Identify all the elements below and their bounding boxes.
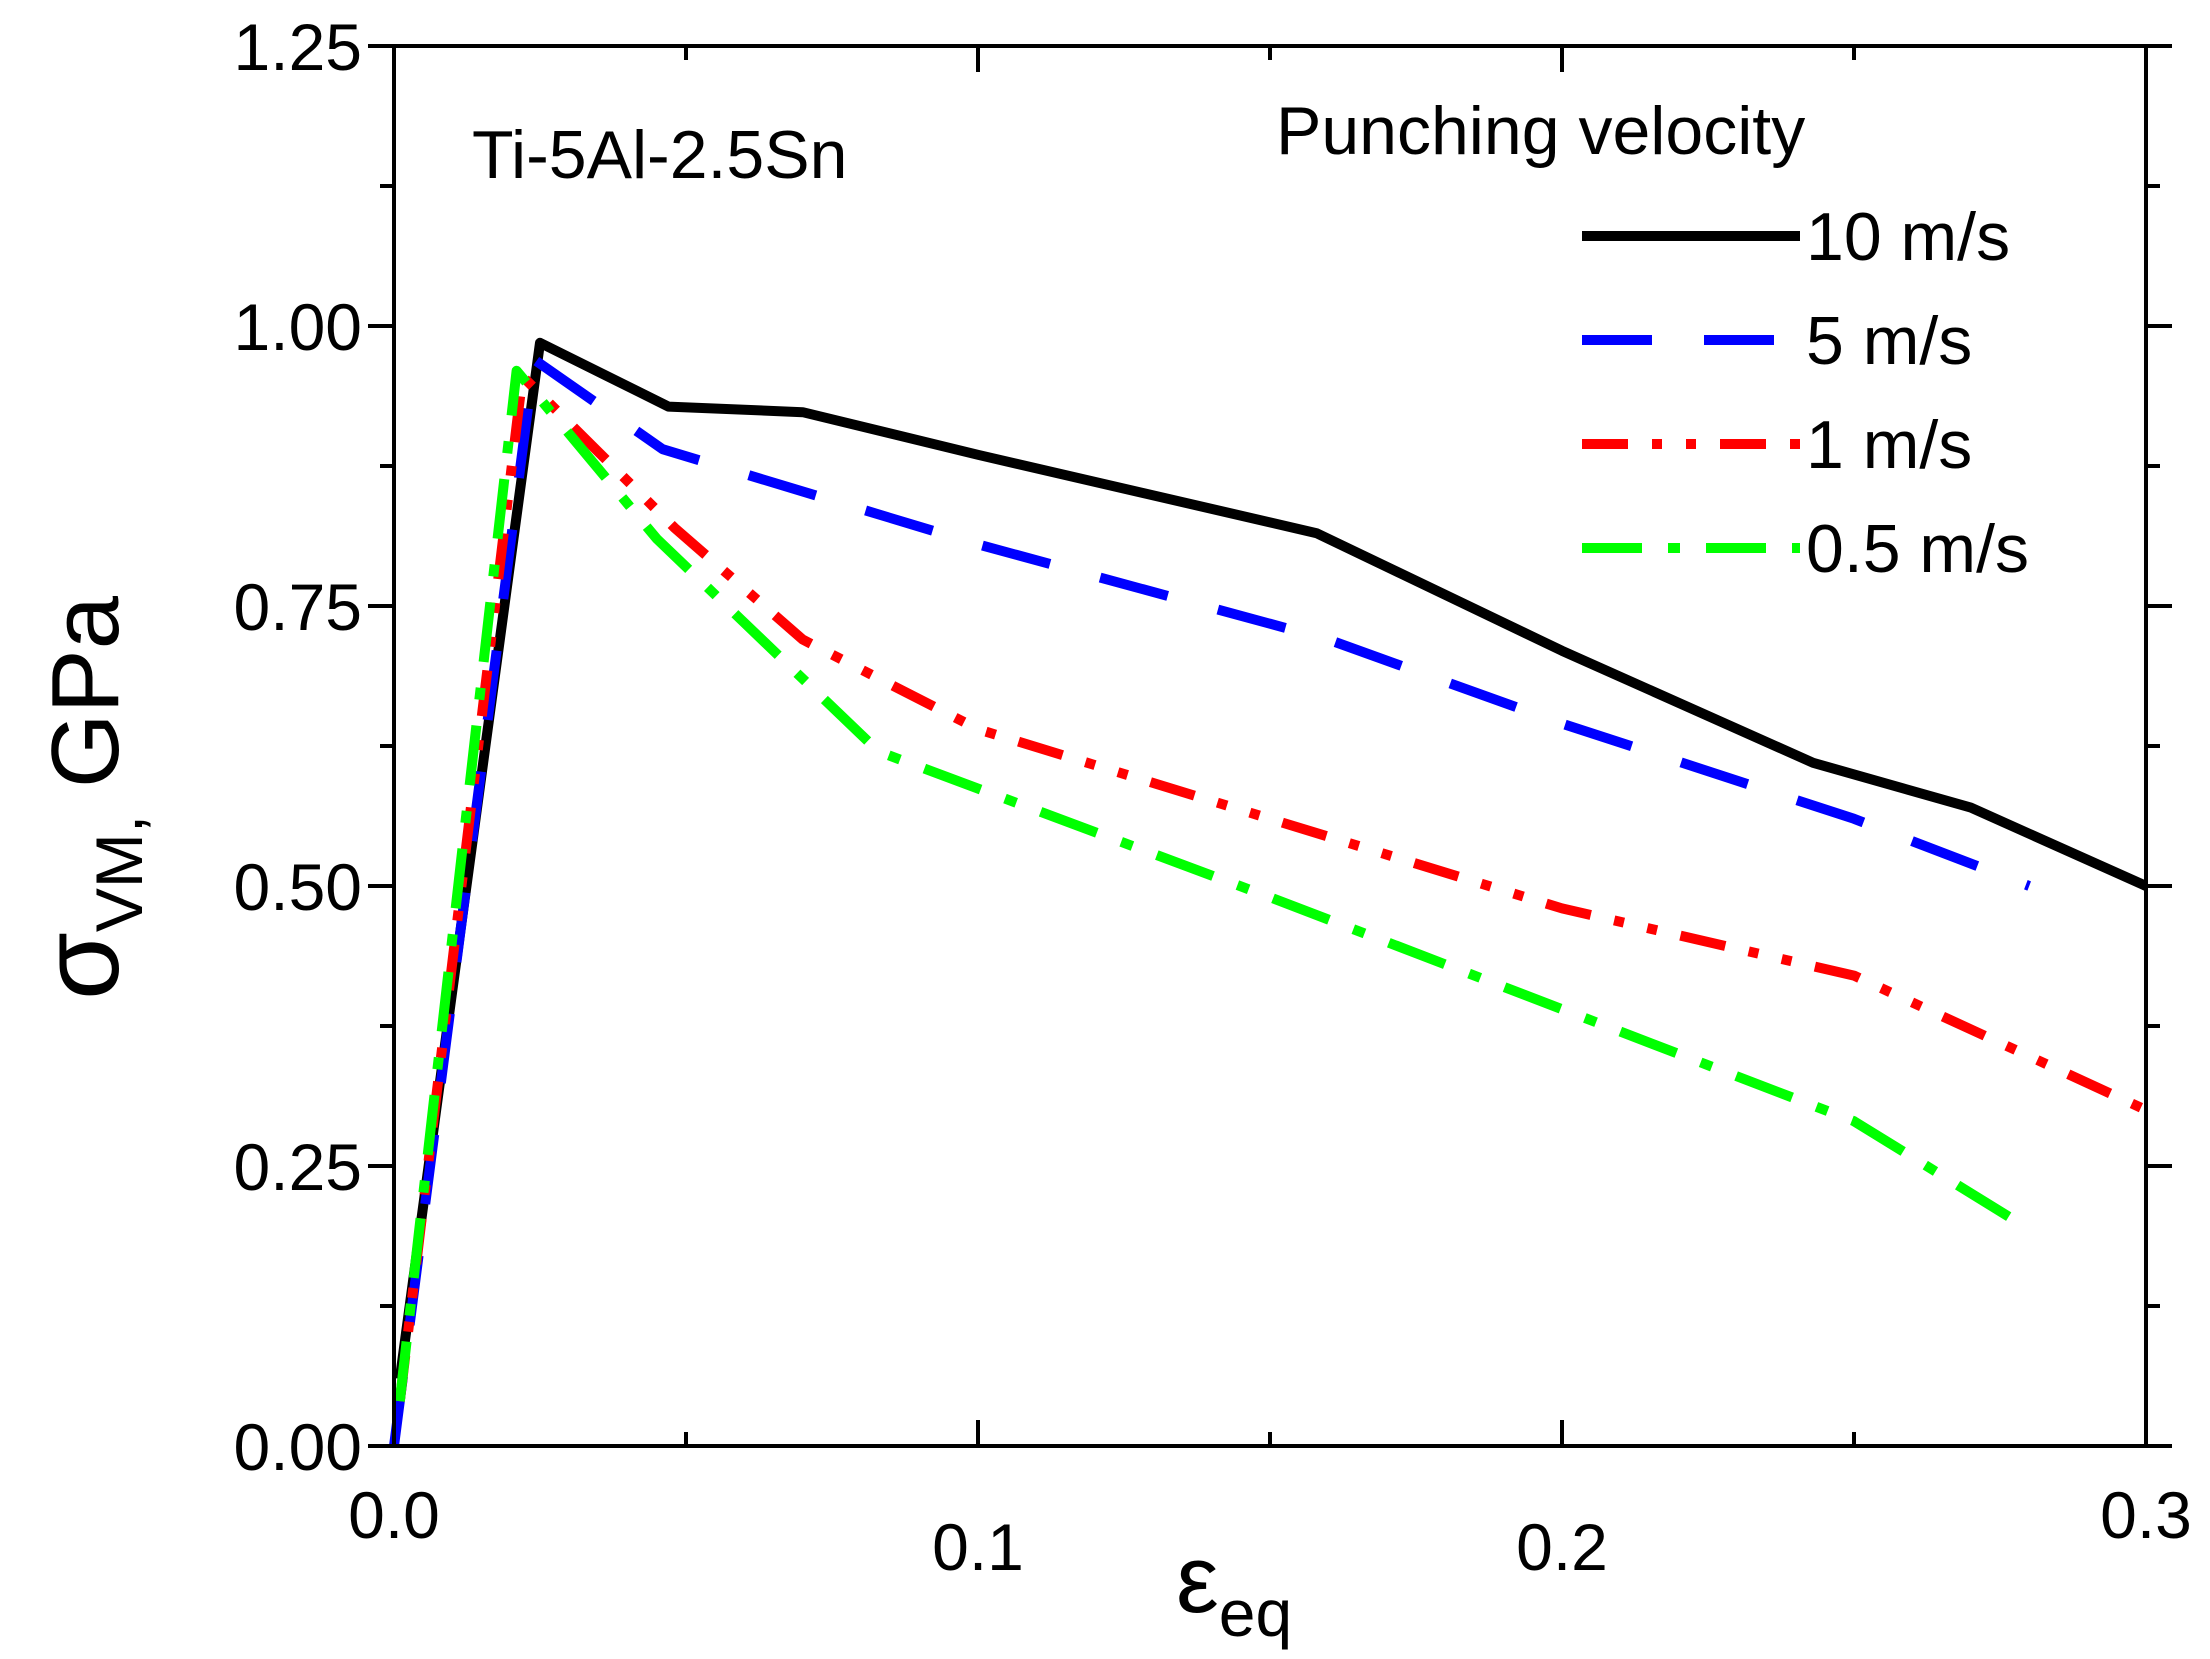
legend-title: Punching velocity <box>1276 93 1805 169</box>
x-axis-subscript: eq <box>1219 1576 1292 1650</box>
y-tick-label: 0.75 <box>234 570 362 644</box>
legend-label-2: 1 m/s <box>1806 407 1972 483</box>
tick-label-layer: 0.0 0.1 0.2 0.3 0.00 0.25 0.50 0.75 1.00 1.25 <box>234 10 2192 1584</box>
y-axis-symbol: σ <box>19 932 142 1000</box>
x-tick-label: 0.2 <box>1516 1510 1608 1584</box>
y-axis-unit: GPa <box>32 595 139 814</box>
legend: Punching velocity 10 m/s 5 m/s 1 m/s 0.5 m/… <box>1276 93 2029 587</box>
y-tick-label: 0.00 <box>234 1410 362 1484</box>
tick-layer <box>368 44 2172 1448</box>
x-axis-title: εeq <box>1176 1526 1292 1650</box>
y-tick-label: 1.25 <box>234 10 362 84</box>
x-tick-label: 0.1 <box>932 1510 1024 1584</box>
y-tick-label: 0.50 <box>234 850 362 924</box>
x-axis-symbol: ε <box>1176 1526 1219 1633</box>
legend-label-3: 0.5 m/s <box>1806 511 2029 587</box>
legend-label-0: 10 m/s <box>1806 199 2010 275</box>
y-axis-title: σVM, GPa <box>19 595 156 1000</box>
legend-label-1: 5 m/s <box>1806 303 1972 379</box>
series-line-2 <box>394 371 2149 1402</box>
series-line-3 <box>394 365 2021 1402</box>
y-axis-subscript: VM, <box>82 815 156 932</box>
y-tick-label: 1.00 <box>234 290 362 364</box>
series-line-0 <box>394 337 2149 1380</box>
x-tick-label: 0.3 <box>2100 1478 2192 1552</box>
series-line-1 <box>389 354 2031 1447</box>
material-annotation: Ti-5Al-2.5Sn <box>472 117 847 193</box>
series-layer <box>389 337 2149 1447</box>
legend-entries: 10 m/s 5 m/s 1 m/s 0.5 m/s <box>1582 199 2029 587</box>
y-tick-label: 0.25 <box>234 1130 362 1204</box>
x-tick-label: 0.0 <box>348 1478 440 1552</box>
